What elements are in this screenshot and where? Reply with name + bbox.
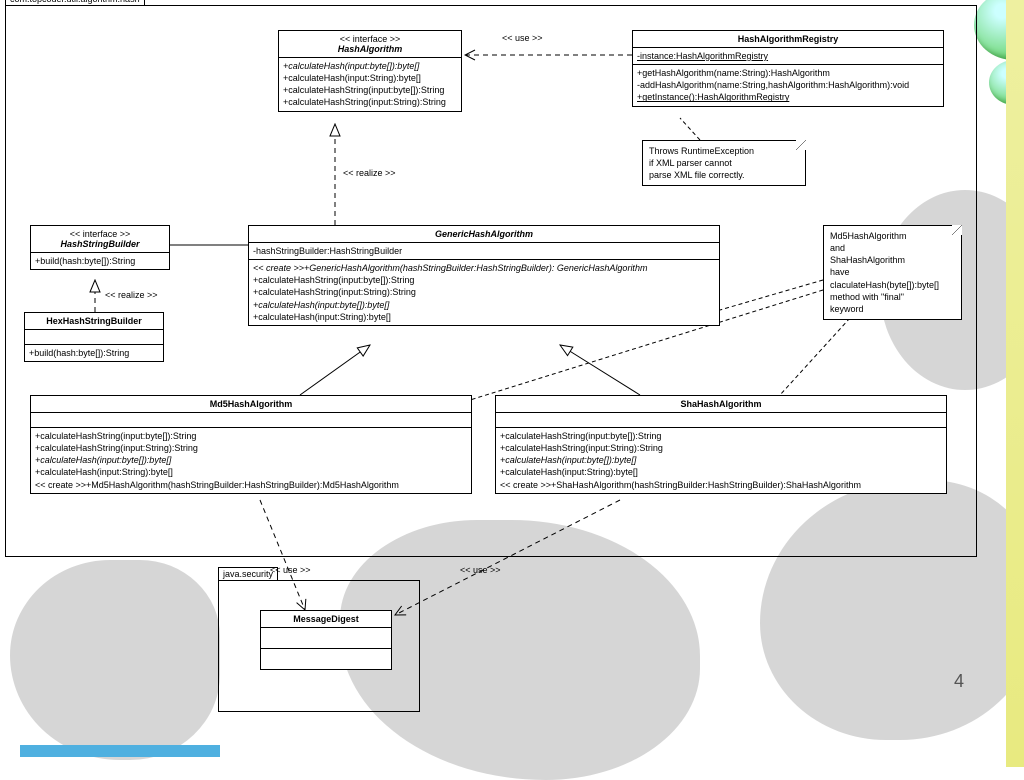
label-realize: << realize >> [105,290,158,300]
class-generic-hash-algorithm: GenericHashAlgorithm -hashStringBuilder:… [248,225,720,326]
class-hash-string-builder: << interface >>HashStringBuilder +build(… [30,225,170,270]
label-realize: << realize >> [343,168,396,178]
note-final-method: Md5HashAlgorithm andShaHashAlgorithm hav… [823,225,962,320]
label-use: << use >> [502,33,543,43]
class-message-digest: MessageDigest [260,610,392,670]
decor-blue-bar [20,745,220,757]
class-hash-algorithm: << interface >>HashAlgorithm +calculateH… [278,30,462,112]
label-use: << use >> [270,565,311,575]
class-hex-hash-string-builder: HexHashStringBuilder +build(hash:byte[])… [24,312,164,362]
decor-yellow-bar [1006,0,1024,767]
page-number: 4 [954,671,964,692]
package-main-label: com.topcoder.util.algorithm.hash [5,0,145,5]
note-runtime-exception: Throws RuntimeExceptionif XML parser can… [642,140,806,186]
class-sha: ShaHashAlgorithm +calculateHashString(in… [495,395,947,494]
class-md5: Md5HashAlgorithm +calculateHashString(in… [30,395,472,494]
class-registry: HashAlgorithmRegistry -instance:HashAlgo… [632,30,944,107]
label-use: << use >> [460,565,501,575]
